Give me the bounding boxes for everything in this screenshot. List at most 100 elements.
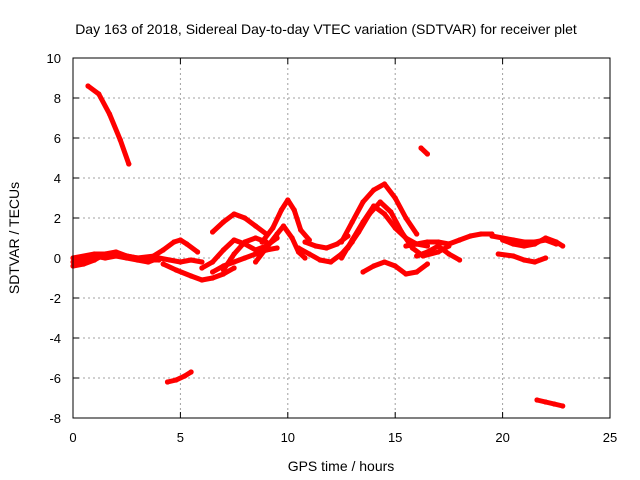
x-tick-label: 5 bbox=[177, 430, 184, 445]
data-point bbox=[360, 199, 366, 205]
data-point bbox=[156, 257, 162, 263]
data-point bbox=[280, 223, 287, 229]
data-point bbox=[199, 277, 205, 283]
y-tick-label: 2 bbox=[54, 211, 61, 226]
data-point bbox=[117, 137, 123, 143]
data-point bbox=[182, 373, 188, 379]
data-point bbox=[231, 237, 237, 243]
data-point bbox=[414, 253, 420, 259]
data-point bbox=[424, 239, 430, 245]
x-tick-label: 15 bbox=[388, 430, 402, 445]
data-point bbox=[478, 231, 484, 237]
data-point bbox=[381, 259, 388, 265]
data-point bbox=[371, 263, 377, 269]
series-track-7h-upper bbox=[210, 211, 269, 237]
chart-title: Day 163 of 2018, Sidereal Day-to-day VTE… bbox=[75, 21, 577, 37]
y-tick-label: -4 bbox=[49, 331, 61, 346]
data-point bbox=[302, 255, 308, 261]
data-point bbox=[220, 247, 226, 253]
data-point bbox=[210, 229, 216, 235]
data-point bbox=[532, 241, 538, 247]
data-point bbox=[510, 253, 516, 259]
data-point bbox=[553, 239, 559, 245]
data-point bbox=[177, 237, 183, 243]
data-point bbox=[173, 267, 179, 273]
y-tick-label: 0 bbox=[54, 251, 61, 266]
data-point bbox=[403, 243, 409, 249]
data-point bbox=[560, 403, 566, 409]
data-point bbox=[457, 237, 463, 243]
data-point bbox=[521, 243, 527, 249]
data-point bbox=[345, 245, 351, 251]
data-point bbox=[418, 145, 424, 151]
data-point bbox=[298, 227, 304, 233]
data-point bbox=[560, 243, 566, 249]
data-point bbox=[220, 267, 226, 273]
data-point bbox=[210, 269, 216, 275]
data-point bbox=[253, 235, 259, 241]
data-point bbox=[126, 161, 132, 167]
data-point bbox=[195, 249, 201, 255]
plot-frame bbox=[72, 57, 611, 419]
data-point bbox=[270, 225, 276, 231]
data-point bbox=[328, 259, 334, 265]
data-point bbox=[81, 261, 87, 267]
data-point bbox=[381, 181, 388, 187]
data-point bbox=[231, 265, 237, 271]
data-point bbox=[392, 263, 398, 269]
data-point bbox=[160, 247, 166, 253]
data-point bbox=[317, 257, 323, 263]
data-point bbox=[534, 397, 540, 403]
data-point bbox=[349, 219, 355, 225]
data-point bbox=[500, 237, 506, 243]
data-point bbox=[242, 239, 248, 245]
data-point bbox=[177, 259, 183, 265]
data-point bbox=[435, 239, 441, 245]
data-point bbox=[313, 243, 319, 249]
data-point bbox=[388, 209, 394, 215]
data-point bbox=[91, 257, 98, 263]
data-point bbox=[338, 239, 345, 245]
data-point bbox=[414, 269, 420, 275]
data-series bbox=[70, 83, 566, 409]
y-tick-label: 8 bbox=[54, 91, 61, 106]
data-point bbox=[289, 235, 295, 241]
data-point bbox=[210, 259, 216, 265]
data-point bbox=[424, 249, 430, 255]
data-point bbox=[167, 257, 173, 263]
data-point bbox=[435, 243, 441, 249]
data-point bbox=[414, 231, 420, 237]
y-tick-label: -6 bbox=[49, 371, 61, 386]
data-point bbox=[323, 245, 330, 251]
data-point bbox=[91, 251, 98, 257]
data-point bbox=[334, 241, 340, 247]
data-point bbox=[220, 219, 226, 225]
data-point bbox=[188, 273, 194, 279]
y-tick-label: 4 bbox=[54, 171, 61, 186]
x-tick-label: 10 bbox=[281, 430, 295, 445]
data-point bbox=[356, 229, 362, 235]
data-point bbox=[171, 239, 177, 245]
data-point bbox=[551, 401, 557, 407]
data-point bbox=[392, 195, 398, 201]
series-arc-low-start bbox=[165, 369, 194, 385]
data-point bbox=[274, 245, 280, 251]
data-point bbox=[85, 83, 91, 89]
data-point bbox=[489, 233, 495, 239]
data-point bbox=[184, 241, 190, 247]
y-tick-label: 10 bbox=[47, 51, 61, 66]
data-point bbox=[147, 255, 153, 261]
x-tick-label: 20 bbox=[495, 430, 509, 445]
y-tick-label: -8 bbox=[49, 411, 61, 426]
data-point bbox=[259, 239, 265, 245]
data-point bbox=[263, 245, 269, 251]
series-peak-14h-c bbox=[345, 199, 452, 259]
data-point bbox=[424, 151, 430, 157]
data-point bbox=[278, 207, 284, 213]
data-point bbox=[532, 259, 538, 265]
x-tick-label: 0 bbox=[69, 430, 76, 445]
data-point bbox=[231, 251, 237, 257]
data-point bbox=[371, 187, 377, 193]
data-point bbox=[164, 379, 171, 385]
